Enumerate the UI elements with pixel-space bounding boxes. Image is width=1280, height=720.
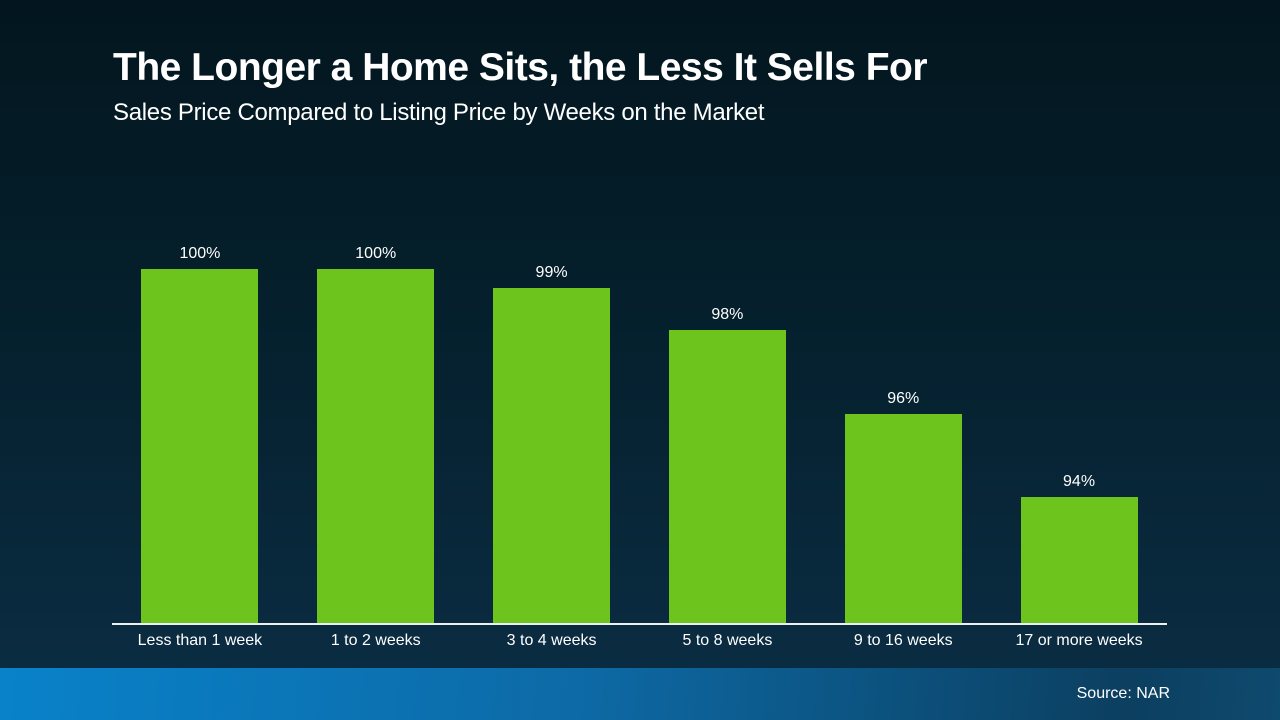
bar [493, 288, 611, 623]
category-label: 1 to 2 weeks [330, 632, 421, 649]
category-label: Less than 1 week [137, 632, 263, 649]
bar [1020, 497, 1138, 623]
bar-value-label: 94% [1063, 473, 1096, 490]
chart-title: The Longer a Home Sits, the Less It Sell… [113, 46, 928, 89]
bars-row: 100% 100% 99% 98% 96% 94% [112, 246, 1167, 623]
bar-value-label: 100% [355, 245, 397, 262]
footer-band: Source: NAR [0, 668, 1280, 720]
category-label: 5 to 8 weeks [682, 632, 773, 649]
bar [317, 269, 435, 623]
category-label: 9 to 16 weeks [853, 632, 953, 649]
category-labels-row: Less than 1 week 1 to 2 weeks 3 to 4 wee… [112, 633, 1167, 649]
bar-column: 94% [991, 246, 1167, 623]
chart-header: The Longer a Home Sits, the Less It Sell… [113, 46, 928, 126]
bar-column: 99% [464, 246, 640, 623]
category-label: 3 to 4 weeks [506, 632, 597, 649]
bar-column: 96% [815, 246, 991, 623]
bar [141, 269, 259, 623]
category-label: 17 or more weeks [1015, 632, 1143, 649]
bar-chart: 100% 100% 99% 98% 96% 94% [112, 0, 1167, 720]
source-text: Source: NAR [1076, 685, 1170, 702]
chart-subtitle: Sales Price Compared to Listing Price by… [113, 99, 765, 126]
bar-value-label: 100% [179, 245, 221, 262]
bar-column: 100% [112, 246, 288, 623]
bar-column: 98% [639, 246, 815, 623]
bar-value-label: 98% [711, 306, 744, 323]
bar-value-label: 99% [535, 264, 568, 281]
bar-column: 100% [288, 246, 464, 623]
bar [844, 414, 962, 623]
bar [668, 330, 786, 623]
bar-value-label: 96% [887, 390, 920, 407]
x-axis-line [112, 623, 1167, 625]
